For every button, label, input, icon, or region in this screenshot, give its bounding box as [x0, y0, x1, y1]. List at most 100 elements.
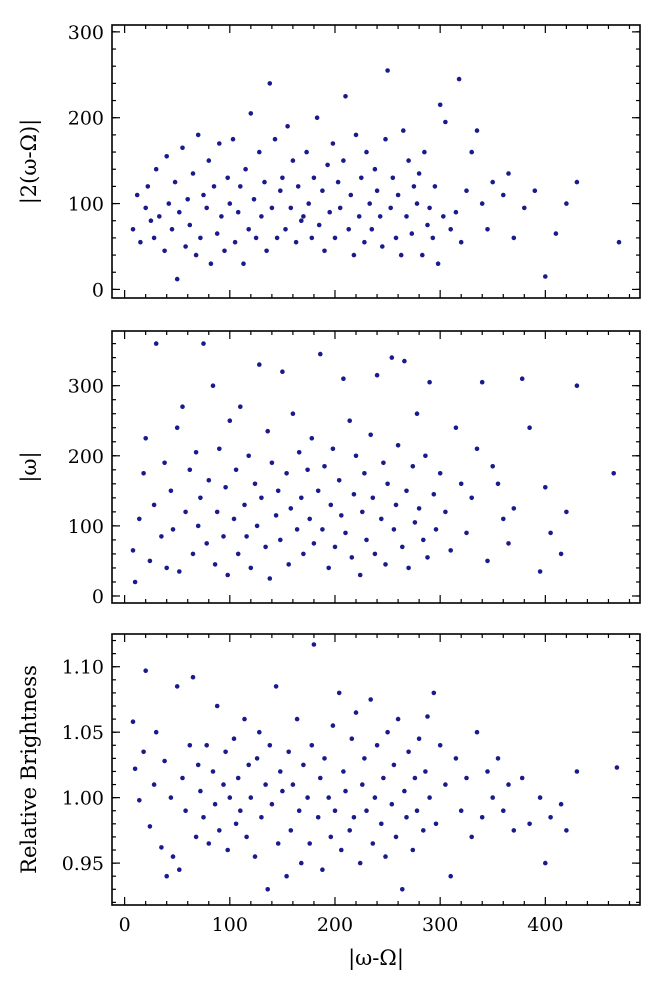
data-point — [174, 276, 180, 282]
data-point — [305, 795, 310, 800]
data-point — [206, 841, 212, 846]
data-point — [320, 188, 325, 193]
data-point — [380, 244, 385, 249]
data-point — [448, 548, 454, 553]
data-point — [301, 551, 306, 557]
data-point — [353, 132, 359, 138]
data-point — [280, 369, 285, 375]
data-point — [385, 481, 390, 487]
data-point — [420, 252, 425, 258]
y-tick-label: 300 — [68, 22, 104, 44]
data-point — [341, 769, 346, 774]
data-point — [464, 188, 469, 193]
data-point — [368, 432, 374, 438]
data-point — [273, 513, 279, 518]
data-point — [330, 723, 336, 728]
data-point — [314, 115, 320, 120]
y-tick-label: 300 — [68, 376, 104, 398]
data-point — [400, 887, 405, 892]
data-point — [296, 450, 302, 455]
data-point — [143, 205, 148, 211]
data-point — [453, 756, 459, 761]
data-point — [231, 736, 237, 741]
data-point — [423, 453, 428, 459]
data-point — [336, 478, 342, 483]
data-point — [132, 766, 138, 772]
data-point — [356, 214, 362, 219]
data-point — [458, 239, 464, 245]
data-point — [456, 76, 462, 82]
data-point — [259, 815, 264, 820]
data-point — [527, 821, 532, 827]
data-point — [383, 562, 388, 567]
data-point — [263, 544, 268, 550]
data-point — [183, 509, 188, 515]
data-point — [285, 124, 290, 129]
data-point — [381, 460, 386, 466]
data-point — [327, 209, 333, 215]
data-point — [469, 149, 475, 155]
data-point — [416, 506, 422, 511]
data-point — [217, 141, 222, 146]
data-point — [351, 815, 357, 820]
data-point — [212, 801, 218, 807]
data-point — [359, 175, 364, 181]
y-tick-label: 1.05 — [62, 722, 104, 744]
data-point — [198, 495, 203, 501]
y-tick-label: 100 — [68, 194, 104, 216]
data-point — [490, 795, 496, 800]
data-point — [269, 460, 275, 466]
data-point — [259, 495, 264, 501]
data-point — [145, 184, 151, 189]
data-point — [409, 231, 415, 236]
x-tick-label: 300 — [422, 914, 458, 936]
data-point — [347, 828, 353, 833]
data-point — [180, 775, 185, 781]
data-point — [441, 214, 446, 219]
data-point — [172, 179, 178, 185]
data-point — [166, 201, 172, 206]
data-point — [174, 684, 180, 689]
data-point — [137, 798, 142, 803]
data-point — [206, 478, 212, 483]
data-point — [309, 743, 315, 748]
data-point — [364, 808, 369, 813]
data-point — [393, 235, 399, 241]
data-point — [351, 252, 357, 258]
data-point — [318, 351, 323, 357]
data-point — [495, 756, 501, 761]
data-point — [225, 572, 230, 578]
data-point — [322, 464, 327, 469]
data-point — [395, 716, 401, 722]
data-point — [137, 516, 142, 522]
data-point — [185, 197, 190, 202]
data-point — [227, 418, 233, 424]
data-point — [401, 128, 406, 133]
data-point — [372, 166, 378, 172]
data-point — [357, 572, 363, 578]
data-point — [431, 690, 437, 696]
data-point — [339, 847, 344, 853]
data-point — [351, 492, 357, 497]
data-point — [210, 383, 216, 389]
data-point — [372, 551, 378, 557]
data-point — [311, 642, 317, 647]
data-point — [243, 166, 248, 172]
data-point — [435, 261, 441, 267]
data-point — [295, 184, 301, 189]
data-point — [404, 815, 409, 820]
data-point — [368, 697, 374, 702]
data-point — [290, 782, 296, 787]
data-point — [443, 509, 448, 515]
data-point — [353, 453, 359, 459]
data-point — [432, 184, 438, 189]
data-point — [360, 782, 365, 787]
data-point — [170, 527, 176, 532]
data-point — [337, 205, 343, 211]
data-point — [316, 222, 322, 228]
data-point — [383, 854, 388, 859]
data-point — [278, 769, 283, 774]
data-point — [402, 788, 407, 794]
data-point — [151, 235, 157, 241]
data-point — [543, 860, 548, 866]
